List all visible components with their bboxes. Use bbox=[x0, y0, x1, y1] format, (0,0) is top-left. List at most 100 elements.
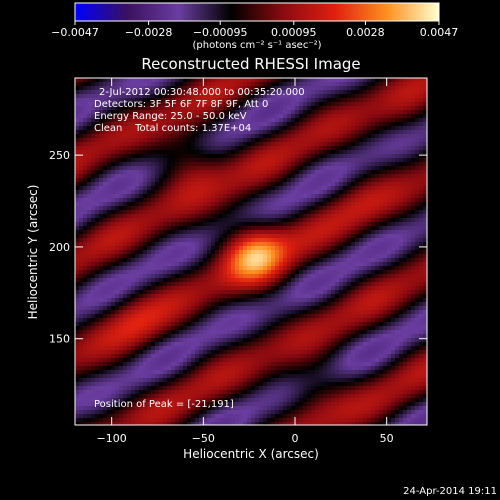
heatmap-cell bbox=[255, 138, 260, 143]
heatmap-cell bbox=[227, 306, 232, 311]
heatmap-cell bbox=[139, 302, 144, 307]
heatmap-cell bbox=[235, 382, 240, 387]
heatmap-cell bbox=[203, 206, 208, 211]
heatmap-cell bbox=[287, 226, 292, 231]
heatmap-cell bbox=[159, 302, 164, 307]
heatmap-cell bbox=[275, 306, 280, 311]
heatmap-cell bbox=[79, 98, 84, 103]
heatmap-cell bbox=[235, 206, 240, 211]
heatmap-cell bbox=[187, 410, 192, 415]
heatmap-cell bbox=[115, 94, 120, 99]
heatmap-cell bbox=[119, 222, 124, 227]
heatmap-cell bbox=[131, 310, 136, 315]
heatmap-cell bbox=[199, 286, 204, 291]
heatmap-cell bbox=[259, 262, 264, 267]
heatmap-cell bbox=[135, 378, 140, 383]
heatmap-cell bbox=[247, 90, 252, 95]
heatmap-cell bbox=[171, 150, 176, 155]
heatmap-cell bbox=[203, 346, 208, 351]
heatmap-cell bbox=[95, 110, 100, 115]
heatmap-cell bbox=[283, 254, 288, 259]
heatmap-cell bbox=[239, 330, 244, 335]
heatmap-cell bbox=[119, 130, 124, 135]
heatmap-cell bbox=[99, 254, 104, 259]
heatmap-cell bbox=[291, 162, 296, 167]
heatmap-cell bbox=[267, 138, 272, 143]
heatmap-cell bbox=[251, 142, 256, 147]
heatmap-cell bbox=[203, 130, 208, 135]
heatmap-cell bbox=[103, 230, 108, 235]
heatmap-cell bbox=[183, 390, 188, 395]
heatmap-cell bbox=[283, 178, 288, 183]
heatmap-cell bbox=[75, 330, 80, 335]
heatmap-cell bbox=[163, 382, 168, 387]
heatmap-cell bbox=[175, 306, 180, 311]
heatmap-cell bbox=[299, 82, 304, 87]
heatmap-cell bbox=[267, 318, 272, 323]
heatmap-cell bbox=[279, 170, 284, 175]
heatmap-cell bbox=[203, 98, 208, 103]
heatmap-cell bbox=[299, 226, 304, 231]
heatmap-cell bbox=[119, 270, 124, 275]
heatmap-cell bbox=[139, 90, 144, 95]
heatmap-cell bbox=[195, 410, 200, 415]
heatmap-cell bbox=[227, 346, 232, 351]
heatmap-cell bbox=[255, 90, 260, 95]
heatmap-cell bbox=[151, 238, 156, 243]
heatmap-cell bbox=[267, 238, 272, 243]
heatmap-cell bbox=[119, 346, 124, 351]
heatmap-cell bbox=[271, 346, 276, 351]
heatmap-cell bbox=[279, 290, 284, 295]
heatmap-cell bbox=[87, 370, 92, 375]
heatmap-cell bbox=[267, 314, 272, 319]
heatmap-cell bbox=[151, 414, 156, 419]
heatmap-cell bbox=[139, 242, 144, 247]
heatmap-cell bbox=[131, 278, 136, 283]
heatmap-cell bbox=[195, 282, 200, 287]
heatmap-cell bbox=[279, 98, 284, 103]
heatmap-cell bbox=[171, 90, 176, 95]
heatmap-cell bbox=[75, 182, 80, 187]
heatmap-cell bbox=[119, 230, 124, 235]
heatmap-cell bbox=[119, 90, 124, 95]
heatmap-cell bbox=[103, 342, 108, 347]
heatmap-cell bbox=[295, 290, 300, 295]
heatmap-cell bbox=[91, 286, 96, 291]
heatmap-cell bbox=[283, 114, 288, 119]
heatmap-cell bbox=[203, 398, 208, 403]
heatmap-cell bbox=[75, 390, 80, 395]
heatmap-cell bbox=[239, 394, 244, 399]
heatmap-cell bbox=[151, 346, 156, 351]
heatmap-cell bbox=[287, 170, 292, 175]
heatmap-cell bbox=[279, 82, 284, 87]
heatmap-cell bbox=[227, 150, 232, 155]
heatmap-cell bbox=[255, 210, 260, 215]
heatmap-cell bbox=[215, 226, 220, 231]
heatmap-cell bbox=[147, 178, 152, 183]
heatmap-cell bbox=[191, 190, 196, 195]
heatmap-cell bbox=[159, 262, 164, 267]
heatmap-cell bbox=[231, 214, 236, 219]
heatmap-cell bbox=[219, 246, 224, 251]
heatmap-cell bbox=[275, 234, 280, 239]
heatmap-cell bbox=[111, 98, 116, 103]
heatmap-cell bbox=[299, 378, 304, 383]
heatmap-cell bbox=[295, 350, 300, 355]
heatmap-cell bbox=[87, 118, 92, 123]
heatmap-cell bbox=[147, 206, 152, 211]
heatmap-cell bbox=[195, 298, 200, 303]
heatmap-cell bbox=[95, 318, 100, 323]
heatmap-cell bbox=[243, 126, 248, 131]
heatmap-cell bbox=[271, 374, 276, 379]
heatmap-cell bbox=[107, 142, 112, 147]
heatmap-cell bbox=[275, 174, 280, 179]
heatmap-cell bbox=[275, 134, 280, 139]
heatmap-cell bbox=[175, 94, 180, 99]
heatmap-cell bbox=[191, 210, 196, 215]
heatmap-cell bbox=[247, 366, 252, 371]
heatmap-cell bbox=[263, 134, 268, 139]
heatmap-cell bbox=[131, 114, 136, 119]
heatmap-cell bbox=[295, 274, 300, 279]
heatmap-cell bbox=[151, 214, 156, 219]
heatmap-cell bbox=[115, 106, 120, 111]
